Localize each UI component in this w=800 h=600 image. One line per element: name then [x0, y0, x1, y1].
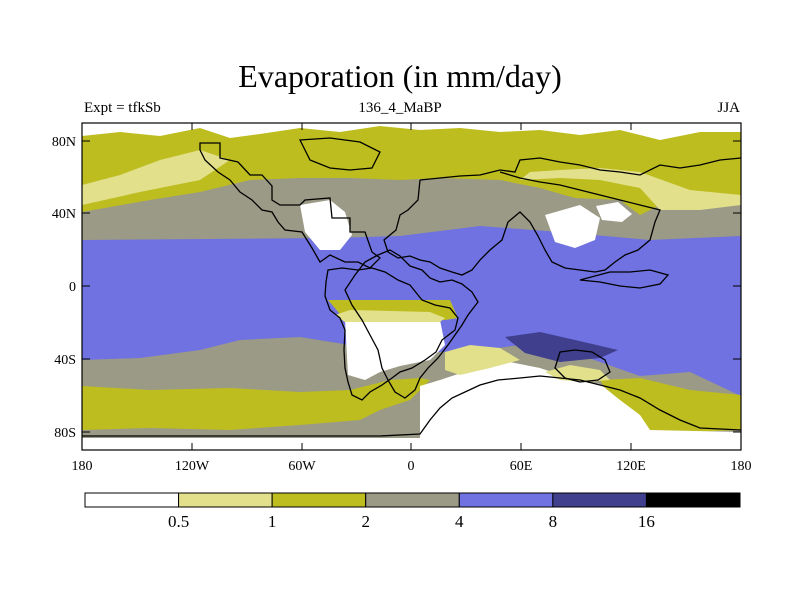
lon-label-60e: 60E [510, 459, 533, 474]
colorbar-box-6 [645, 492, 741, 508]
colorbar-label-4: 8 [549, 512, 558, 531]
coast-north-america [199, 142, 381, 269]
lon-label-60w: 60W [288, 459, 316, 474]
colorbar: 0.5 1 2 4 8 16 [84, 492, 741, 531]
colorbar-box-0 [84, 492, 180, 508]
coast-eurasia-south [383, 171, 661, 276]
colorbar-label-3: 4 [455, 512, 464, 531]
field-asia-lightyellow [520, 168, 741, 210]
lat-label-80s: 80S [54, 426, 76, 441]
period-label: 136_4_MaBP [358, 100, 442, 116]
map-title: Evaporation (in mm/day) [238, 58, 562, 94]
field-asia-white-2 [596, 202, 632, 222]
lon-label-0: 0 [408, 459, 415, 474]
colorbar-box-2 [271, 492, 367, 508]
lat-label-40n: 40N [52, 207, 76, 222]
coast-africa [344, 249, 479, 399]
coast-indonesia [579, 269, 670, 289]
field-antarctica-lightyellow [445, 345, 520, 375]
lat-label-0: 0 [69, 280, 76, 295]
lat-labels: 80N 40N 0 40S 80S [52, 135, 76, 441]
lat-axis [82, 140, 741, 433]
lon-labels: 180 120W 60W 0 60E 120E 180 [72, 459, 752, 474]
coast-eurasia [419, 157, 741, 181]
field-namerica-white [300, 200, 352, 250]
lat-label-40s: 40S [54, 353, 76, 368]
lon-label-180e: 180 [731, 459, 752, 474]
experiment-label: Expt = tfkSb [84, 100, 161, 116]
lon-label-120w: 120W [175, 459, 210, 474]
field-asia-white [545, 205, 600, 248]
field-arctic-white [82, 123, 741, 140]
colorbar-box-4 [458, 492, 554, 508]
season-label: JJA [717, 100, 740, 116]
colorbar-box-3 [365, 492, 460, 508]
lat-label-80n: 80N [52, 135, 76, 150]
coast-australia [554, 349, 611, 383]
colorbar-label-1: 1 [268, 512, 277, 531]
field-layer [82, 123, 741, 450]
colorbar-box-5 [552, 492, 647, 508]
lon-axis [81, 123, 742, 450]
colorbar-box-1 [178, 492, 273, 508]
colorbar-label-5: 16 [638, 512, 655, 531]
field-south-olive [82, 378, 430, 430]
coastline-layer [82, 137, 741, 437]
field-north-lightyellow [82, 150, 230, 205]
field-navy-patch [505, 332, 618, 362]
coast-greenland [298, 137, 381, 171]
field-samerica-lightyellow [335, 310, 445, 322]
coast-south-america [324, 267, 459, 401]
colorbar-label-0: 0.5 [168, 512, 189, 531]
coast-antarctica [82, 375, 741, 437]
lon-label-180w: 180 [72, 459, 93, 474]
field-north-olive [82, 123, 741, 215]
colorbar-label-2: 2 [361, 512, 370, 531]
lon-label-120e: 120E [616, 459, 646, 474]
field-antarctica-white [82, 360, 741, 450]
